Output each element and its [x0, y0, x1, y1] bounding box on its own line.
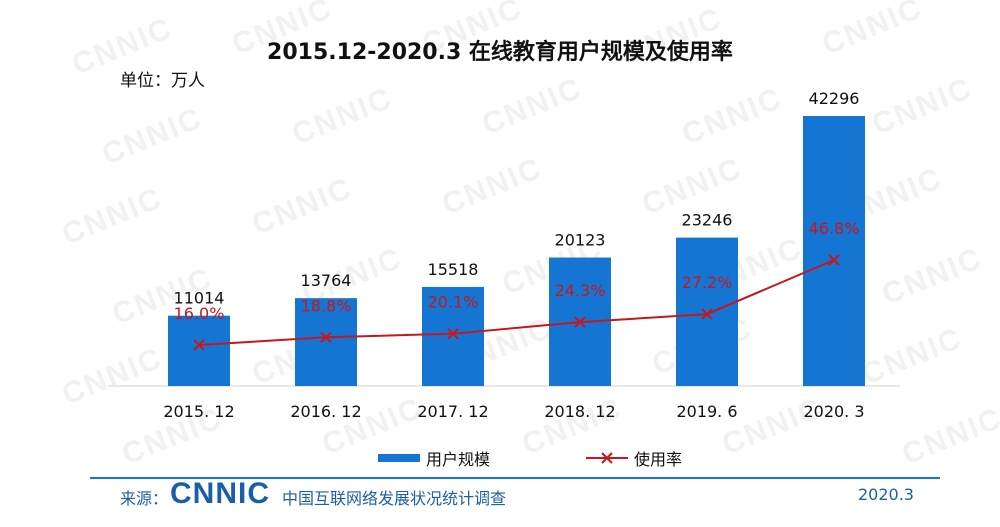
footer-source-label: 来源： — [120, 489, 169, 508]
bar-value-label: 13764 — [301, 271, 352, 290]
bar-value-label: 20123 — [555, 231, 606, 250]
legend-line-swatch — [586, 452, 628, 464]
bar-value-label: 42296 — [809, 89, 860, 108]
footer-description: 中国互联网络发展状况统计调查 — [282, 489, 507, 508]
legend-bar-label: 用户规模 — [426, 450, 491, 469]
usage-rate-label: 24.3% — [555, 281, 606, 300]
bar-value-label: 15518 — [428, 260, 479, 279]
legend-line-label: 使用率 — [634, 450, 683, 469]
bar — [803, 116, 865, 386]
bar-value-label: 23246 — [682, 211, 733, 230]
bar — [422, 286, 484, 386]
cnnic-logo: CNNIC — [170, 477, 270, 510]
bar — [168, 315, 230, 386]
bar-value-label: 11014 — [174, 289, 225, 308]
usage-rate-line — [198, 259, 835, 346]
unit-label: 单位：万人 — [120, 71, 205, 91]
legend-bar-swatch — [378, 454, 420, 462]
usage-rate-point — [320, 331, 332, 343]
usage-rate-point — [574, 316, 586, 328]
usage-rate-point — [701, 308, 713, 320]
footer-divider — [90, 477, 940, 479]
usage-rate-label: 27.2% — [682, 273, 733, 292]
usage-rate-point — [447, 327, 459, 340]
x-tick-label: 2018. 12 — [544, 402, 615, 421]
x-tick-label: 2019. 6 — [676, 402, 737, 421]
x-tick-label: 2015. 12 — [163, 402, 234, 421]
x-tick-label: 2020. 3 — [803, 402, 864, 421]
x-tick-label: 2016. 12 — [290, 402, 361, 421]
chart-title: 2015.12-2020.3 在线教育用户规模及使用率 — [267, 40, 733, 65]
chart-svg: 11014 2015. 12 13764 2016. 12 15518 2017. 12 2… — [108, 89, 900, 421]
usage-rate-label: 18.8% — [301, 296, 352, 315]
x-tick-label: 2017. 12 — [417, 402, 488, 421]
legend-item-bar: 用户规模 — [378, 446, 490, 470]
usage-rate-label: 16.0% — [174, 304, 225, 323]
usage-rate-label: 20.1% — [428, 293, 479, 312]
legend-item-line: 使用率 — [586, 446, 682, 470]
footer-date: 2020.3 — [858, 485, 914, 504]
bar — [676, 237, 738, 386]
usage-rate-point — [828, 254, 840, 266]
usage-rate-label: 46.8% — [809, 219, 860, 238]
bar — [295, 298, 357, 386]
usage-rate-point — [193, 339, 205, 351]
